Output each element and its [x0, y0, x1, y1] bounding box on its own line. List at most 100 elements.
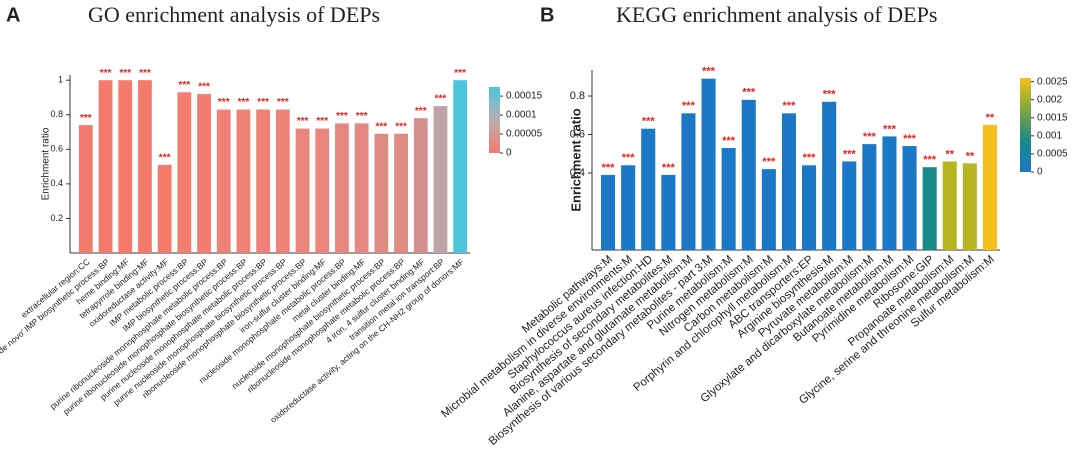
significance-label: *** [742, 87, 756, 99]
bar [433, 106, 448, 253]
y-axis-label: Enrichment ratio [41, 127, 52, 200]
bar [802, 165, 817, 250]
bar [621, 165, 636, 250]
bar [741, 99, 756, 250]
chart-title: GO enrichment analysis of DEPs [88, 2, 380, 27]
bar [413, 118, 428, 253]
bar [118, 80, 133, 253]
colorbar-tick-label: 0.0025 [1037, 76, 1068, 87]
bar [982, 124, 997, 250]
significance-label: *** [336, 111, 348, 122]
y-tick-label: 0.6 [570, 128, 585, 140]
bar [902, 146, 917, 250]
bar [394, 133, 408, 253]
significance-label: *** [722, 135, 736, 147]
significance-label: *** [454, 68, 466, 79]
bar [197, 94, 211, 254]
significance-label: *** [662, 162, 676, 174]
y-tick-label: 0.2 [50, 213, 63, 223]
significance-label: *** [159, 153, 171, 164]
panel-letter: A [6, 4, 20, 26]
colorbar-tick-label: 0 [506, 148, 512, 159]
y-tick-label: 1 [58, 75, 63, 85]
bar [78, 125, 93, 253]
significance-label: *** [297, 116, 309, 127]
bar [882, 136, 897, 250]
bar [256, 109, 271, 253]
bar [453, 80, 468, 253]
bar [822, 101, 837, 250]
y-axis-label: Enrichment ratio [568, 108, 583, 211]
y-tick-label: 0.8 [50, 109, 63, 119]
significance-label: *** [602, 162, 616, 174]
panel-letter: B [540, 4, 554, 26]
significance-label: *** [100, 68, 112, 79]
bar [862, 144, 877, 250]
bar [236, 109, 251, 253]
colorbar-tick-label: 0.0015 [1037, 112, 1068, 123]
significance-label: *** [277, 97, 289, 108]
significance-label: *** [823, 89, 837, 101]
bar [98, 80, 113, 253]
significance-label: *** [257, 97, 269, 108]
significance-label: *** [843, 148, 857, 160]
bar [661, 174, 676, 250]
colorbar-tick-label: 0 [1037, 167, 1043, 178]
y-tick-label: 0.4 [570, 167, 585, 179]
significance-label: *** [622, 152, 636, 164]
bar [275, 109, 290, 253]
significance-label: *** [883, 123, 897, 135]
bar [922, 167, 937, 250]
significance-label: *** [376, 121, 388, 132]
bar [721, 147, 736, 250]
significance-label: *** [316, 116, 328, 127]
y-tick-label: 0.8 [570, 90, 585, 102]
colorbar-tick-label: 0.00005 [506, 129, 543, 140]
significance-label: *** [863, 131, 877, 143]
bar [157, 164, 172, 253]
bar [962, 163, 977, 250]
significance-label: ** [986, 112, 995, 124]
bar [295, 128, 310, 253]
significance-label: *** [642, 116, 656, 128]
significance-label: *** [435, 94, 447, 105]
significance-label: *** [198, 82, 210, 93]
significance-label: *** [762, 156, 776, 168]
bar [701, 78, 716, 250]
colorbar-tick-label: 0.002 [1037, 94, 1062, 105]
significance-label: *** [238, 97, 250, 108]
colorbar-tick-label: 0.0001 [506, 110, 537, 121]
significance-label: *** [179, 80, 191, 91]
significance-label: ** [966, 150, 975, 162]
significance-label: *** [783, 100, 797, 112]
y-tick-label: 0.4 [50, 178, 63, 188]
bar [761, 169, 776, 250]
colorbar-tick-label: 0.00015 [506, 91, 543, 102]
significance-label: *** [803, 152, 817, 164]
significance-label: *** [395, 121, 407, 132]
significance-label: *** [119, 68, 131, 79]
significance-label: *** [415, 106, 427, 117]
bar [374, 133, 389, 253]
bar [315, 128, 330, 253]
colorbar-tick-label: 0.0005 [1037, 149, 1068, 160]
bar [942, 161, 957, 250]
significance-label: *** [682, 100, 696, 112]
colorbar [489, 87, 500, 153]
bar [138, 80, 152, 253]
significance-label: *** [356, 111, 368, 122]
bar [335, 123, 349, 253]
significance-label: *** [139, 68, 151, 79]
colorbar-tick-label: 0.001 [1037, 130, 1062, 141]
bar [177, 92, 192, 253]
bar [641, 128, 656, 250]
bar [781, 113, 796, 250]
bar [354, 123, 369, 253]
significance-label: *** [903, 133, 917, 145]
significance-label: *** [80, 113, 92, 124]
bar [216, 109, 231, 253]
colorbar [1020, 78, 1031, 172]
significance-label: ** [945, 148, 954, 160]
significance-label: *** [923, 154, 937, 166]
